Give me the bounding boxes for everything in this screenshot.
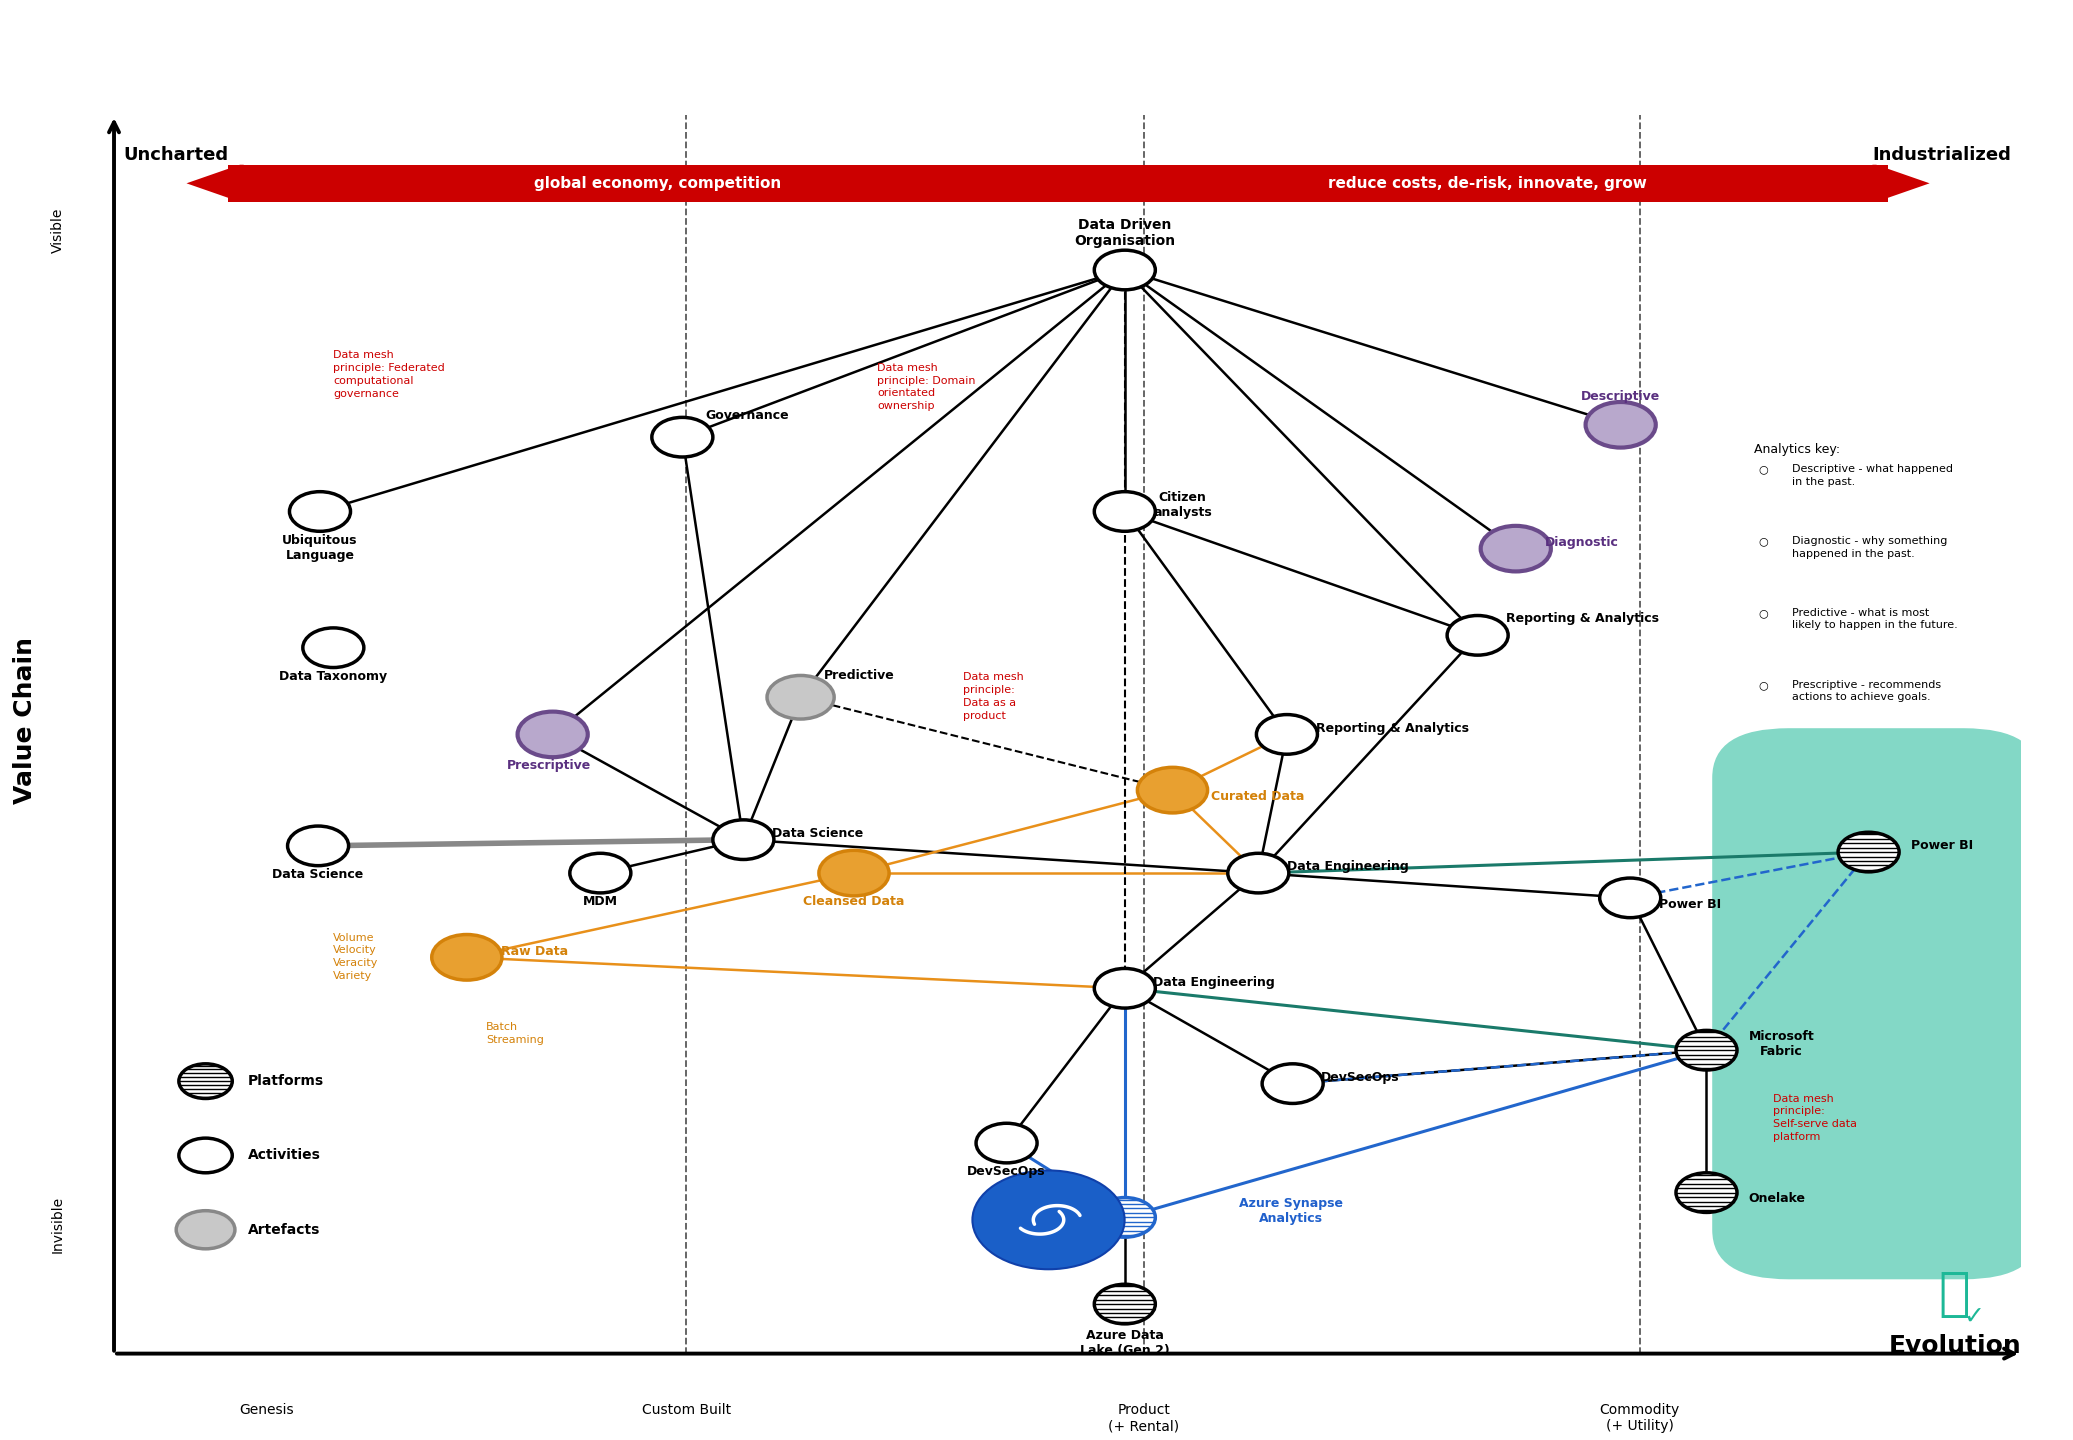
Text: Power BI: Power BI bbox=[1658, 897, 1721, 910]
Text: Descriptive - what happened
in the past.: Descriptive - what happened in the past. bbox=[1793, 465, 1953, 487]
Text: Raw Data: Raw Data bbox=[502, 945, 568, 958]
Text: Data mesh
principle:
Data as a
product: Data mesh principle: Data as a product bbox=[962, 672, 1024, 721]
Circle shape bbox=[1839, 832, 1899, 871]
FancyArrow shape bbox=[1872, 164, 1930, 202]
Text: Governance: Governance bbox=[705, 409, 790, 422]
Circle shape bbox=[1095, 1198, 1155, 1237]
Text: Industrialized: Industrialized bbox=[1872, 147, 2011, 164]
Circle shape bbox=[1675, 1172, 1737, 1212]
Circle shape bbox=[178, 1138, 232, 1172]
Circle shape bbox=[972, 1171, 1126, 1269]
Circle shape bbox=[1600, 878, 1660, 917]
Text: Product
(+ Rental): Product (+ Rental) bbox=[1109, 1403, 1180, 1433]
Circle shape bbox=[713, 819, 773, 860]
Circle shape bbox=[1586, 402, 1656, 448]
Text: Genesis: Genesis bbox=[238, 1403, 294, 1417]
Text: Analytics key:: Analytics key: bbox=[1754, 442, 1841, 455]
Circle shape bbox=[176, 1211, 234, 1248]
Circle shape bbox=[1095, 969, 1155, 1008]
Circle shape bbox=[1227, 854, 1289, 893]
Circle shape bbox=[1480, 526, 1551, 572]
Circle shape bbox=[178, 1064, 232, 1099]
Circle shape bbox=[1095, 251, 1155, 289]
Text: 𝐅: 𝐅 bbox=[1938, 1269, 1969, 1320]
Circle shape bbox=[1095, 1284, 1155, 1323]
Text: Platforms: Platforms bbox=[247, 1074, 323, 1089]
Text: Reporting & Analytics: Reporting & Analytics bbox=[1316, 721, 1468, 734]
Circle shape bbox=[819, 850, 889, 896]
Text: ○: ○ bbox=[1758, 465, 1768, 474]
Text: Prescriptive - recommends
actions to achieve goals.: Prescriptive - recommends actions to ach… bbox=[1793, 680, 1942, 703]
Text: Value Chain: Value Chain bbox=[12, 636, 37, 804]
Text: Ubiquitous
Language: Ubiquitous Language bbox=[282, 534, 359, 562]
Text: Reporting & Analytics: Reporting & Analytics bbox=[1507, 612, 1658, 625]
Text: Data Driven
Organisation: Data Driven Organisation bbox=[1074, 217, 1175, 248]
Circle shape bbox=[431, 935, 502, 981]
Circle shape bbox=[518, 711, 589, 757]
Text: Predictive - what is most
likely to happen in the future.: Predictive - what is most likely to happ… bbox=[1793, 608, 1959, 631]
Text: Data Engineering: Data Engineering bbox=[1287, 861, 1410, 874]
Text: Data mesh
principle:
Self-serve data
platform: Data mesh principle: Self-serve data pla… bbox=[1772, 1093, 1857, 1142]
Text: Data Science: Data Science bbox=[272, 868, 363, 881]
Text: Activities: Activities bbox=[247, 1149, 321, 1162]
FancyBboxPatch shape bbox=[1712, 729, 2040, 1279]
Circle shape bbox=[1095, 491, 1155, 531]
Circle shape bbox=[1262, 1064, 1323, 1103]
Text: DevSecOps: DevSecOps bbox=[1321, 1071, 1399, 1084]
Text: Visible: Visible bbox=[52, 207, 64, 253]
Text: MDM: MDM bbox=[583, 896, 618, 909]
FancyArrow shape bbox=[187, 164, 245, 202]
Circle shape bbox=[303, 628, 365, 668]
Text: Power BI: Power BI bbox=[1911, 840, 1973, 852]
Circle shape bbox=[767, 675, 833, 719]
Text: Predictive: Predictive bbox=[823, 670, 893, 683]
Text: Batch
Streaming: Batch Streaming bbox=[485, 1022, 543, 1044]
Text: reduce costs, de-risk, innovate, grow: reduce costs, de-risk, innovate, grow bbox=[1327, 176, 1646, 192]
Circle shape bbox=[570, 854, 630, 893]
Text: Uncharted: Uncharted bbox=[124, 147, 228, 164]
Text: Azure Synapse
Analytics: Azure Synapse Analytics bbox=[1240, 1197, 1343, 1225]
Text: Data Taxonomy: Data Taxonomy bbox=[280, 670, 388, 683]
Circle shape bbox=[1675, 1031, 1737, 1070]
Text: Custom Built: Custom Built bbox=[643, 1403, 730, 1417]
Text: Prescriptive: Prescriptive bbox=[506, 759, 591, 772]
Text: Volume
Velocity
Veracity
Variety: Volume Velocity Veracity Variety bbox=[334, 933, 379, 981]
Text: Descriptive: Descriptive bbox=[1582, 389, 1660, 403]
FancyBboxPatch shape bbox=[228, 164, 1889, 202]
Text: Diagnostic: Diagnostic bbox=[1544, 536, 1619, 549]
Text: Microsoft
Fabric: Microsoft Fabric bbox=[1748, 1030, 1814, 1058]
Text: ○: ○ bbox=[1758, 608, 1768, 618]
Circle shape bbox=[1138, 768, 1209, 814]
Text: Cleansed Data: Cleansed Data bbox=[804, 896, 904, 909]
Text: Azure Data
Lake (Gen 2): Azure Data Lake (Gen 2) bbox=[1080, 1329, 1169, 1356]
Text: Evolution: Evolution bbox=[1889, 1335, 2021, 1358]
Text: ○: ○ bbox=[1758, 680, 1768, 690]
Text: Curated Data: Curated Data bbox=[1211, 789, 1304, 804]
Circle shape bbox=[290, 491, 350, 531]
Text: Data mesh
principle: Domain
orientated
ownership: Data mesh principle: Domain orientated o… bbox=[877, 363, 976, 412]
Circle shape bbox=[1256, 714, 1318, 755]
Circle shape bbox=[976, 1123, 1036, 1164]
Text: ○: ○ bbox=[1758, 536, 1768, 546]
Text: ✓: ✓ bbox=[1963, 1305, 1984, 1329]
Text: Artefacts: Artefacts bbox=[247, 1223, 319, 1237]
Text: Onelake: Onelake bbox=[1748, 1192, 1806, 1205]
Text: global economy, competition: global economy, competition bbox=[535, 176, 782, 192]
Text: Data Science: Data Science bbox=[771, 827, 862, 840]
Text: Citizen
analysts: Citizen analysts bbox=[1153, 491, 1213, 520]
Text: Diagnostic - why something
happened in the past.: Diagnostic - why something happened in t… bbox=[1793, 536, 1949, 559]
Text: Data Engineering: Data Engineering bbox=[1153, 975, 1275, 989]
Circle shape bbox=[651, 418, 713, 456]
Circle shape bbox=[1447, 615, 1509, 655]
Text: Commodity
(+ Utility): Commodity (+ Utility) bbox=[1600, 1403, 1679, 1433]
Text: Invisible: Invisible bbox=[52, 1195, 64, 1253]
Text: Data mesh
principle: Federated
computational
governance: Data mesh principle: Federated computati… bbox=[334, 350, 446, 399]
Text: DevSecOps: DevSecOps bbox=[968, 1165, 1047, 1178]
Circle shape bbox=[288, 827, 348, 865]
